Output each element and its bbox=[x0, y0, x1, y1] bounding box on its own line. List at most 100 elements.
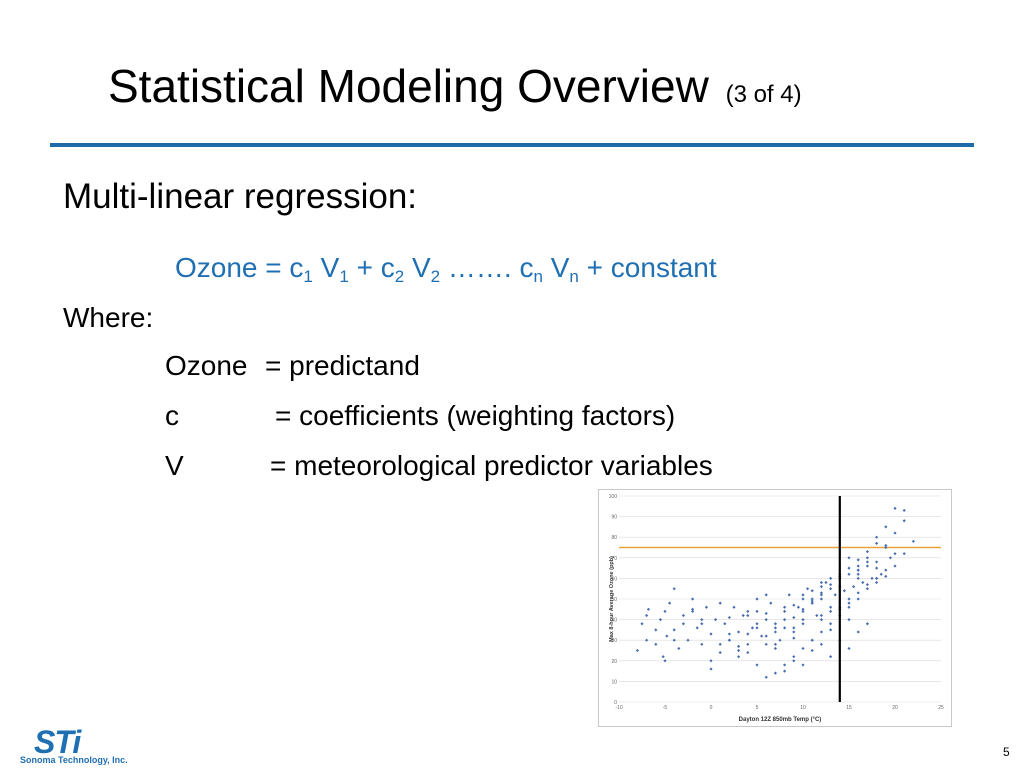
data-point bbox=[829, 628, 833, 632]
formula-sub: n bbox=[569, 267, 579, 286]
data-point bbox=[668, 601, 672, 605]
regression-formula: Ozone = c1 V1 + c2 V2 ……. cn Vn + consta… bbox=[175, 250, 717, 286]
data-point bbox=[829, 655, 833, 659]
data-point bbox=[764, 675, 768, 679]
data-point bbox=[737, 644, 741, 648]
data-point bbox=[847, 566, 851, 570]
data-point bbox=[865, 622, 869, 626]
data-point bbox=[801, 609, 805, 613]
definition-value: = predictand bbox=[265, 350, 420, 381]
data-point bbox=[700, 618, 704, 622]
title-divider bbox=[50, 143, 974, 147]
data-point bbox=[902, 508, 906, 513]
data-point bbox=[755, 622, 759, 626]
data-point bbox=[773, 646, 777, 651]
data-point bbox=[783, 669, 787, 673]
section-heading: Multi-linear regression: bbox=[63, 177, 418, 216]
data-point bbox=[865, 556, 869, 560]
x-tick-label: -5 bbox=[663, 705, 668, 711]
data-point bbox=[783, 626, 787, 630]
data-point bbox=[847, 646, 851, 651]
data-point bbox=[654, 642, 658, 646]
data-point bbox=[732, 605, 736, 609]
data-point bbox=[847, 572, 851, 576]
data-point bbox=[635, 648, 639, 653]
data-point bbox=[709, 667, 713, 671]
definition-term: Ozone bbox=[165, 350, 248, 381]
page-number: 5 bbox=[1003, 745, 1010, 759]
x-tick-label: 20 bbox=[892, 705, 898, 711]
data-point bbox=[875, 541, 879, 545]
data-point bbox=[709, 632, 713, 636]
formula-sub: 1 bbox=[303, 267, 313, 286]
scatter-chart: 0 10 20 30 40 50 60 70 80 90 100 -10 -5 0 5 10 15 20 25 Day… bbox=[598, 489, 952, 727]
data-point bbox=[773, 671, 777, 675]
formula-suffix: + constant bbox=[586, 252, 717, 283]
data-point bbox=[792, 626, 796, 630]
data-point bbox=[911, 539, 915, 543]
x-tick-label: 15 bbox=[846, 705, 852, 711]
slide-title: Statistical Modeling Overview (3 of 4) bbox=[108, 58, 802, 123]
data-point bbox=[773, 630, 777, 634]
formula-c1: c bbox=[289, 252, 304, 283]
data-point bbox=[861, 580, 865, 585]
data-point bbox=[801, 618, 805, 622]
data-point bbox=[819, 630, 823, 634]
data-point bbox=[801, 622, 805, 626]
formula-sub: 2 bbox=[430, 267, 441, 286]
data-point bbox=[819, 642, 823, 646]
formula-v1: V bbox=[320, 252, 340, 283]
data-point bbox=[773, 642, 777, 646]
data-point bbox=[801, 663, 805, 667]
data-point bbox=[806, 587, 810, 591]
data-point bbox=[902, 519, 906, 523]
data-point bbox=[663, 659, 667, 663]
title-subtitle: (3 of 4) bbox=[725, 81, 802, 108]
data-point bbox=[672, 587, 676, 591]
definition-v: V = meteorological predictor variables bbox=[165, 448, 825, 484]
y-axis-label: Max 8-hour Average Ozone (ppb) bbox=[609, 556, 615, 642]
data-point bbox=[819, 585, 823, 589]
data-point bbox=[737, 648, 741, 653]
data-point bbox=[691, 597, 695, 601]
data-point bbox=[672, 638, 676, 642]
data-point bbox=[755, 597, 759, 601]
data-point bbox=[810, 589, 814, 593]
data-point bbox=[810, 638, 814, 642]
data-point bbox=[764, 642, 768, 646]
data-point bbox=[700, 642, 704, 646]
data-point bbox=[865, 560, 869, 564]
data-point bbox=[810, 648, 814, 653]
data-point bbox=[902, 552, 906, 556]
definition-term: c bbox=[165, 400, 179, 431]
data-point bbox=[865, 550, 869, 554]
data-point bbox=[783, 663, 787, 667]
data-point bbox=[893, 506, 897, 510]
data-point bbox=[665, 634, 669, 638]
data-point bbox=[819, 613, 823, 618]
data-point bbox=[677, 646, 681, 651]
data-point bbox=[760, 634, 764, 638]
data-point bbox=[829, 609, 833, 613]
data-point bbox=[833, 593, 837, 597]
data-point bbox=[792, 655, 796, 659]
data-point bbox=[746, 609, 750, 613]
data-point bbox=[769, 601, 773, 605]
x-tick-label: -10 bbox=[615, 705, 622, 711]
x-tick-label: 25 bbox=[938, 705, 944, 711]
data-point bbox=[727, 638, 731, 642]
data-point bbox=[893, 552, 897, 556]
data-point bbox=[847, 597, 851, 601]
data-point bbox=[893, 531, 897, 535]
data-point bbox=[746, 613, 750, 618]
data-point bbox=[746, 632, 750, 636]
company-logo: STi Sonoma Technology, Inc. bbox=[20, 726, 130, 766]
data-point bbox=[875, 560, 879, 564]
data-point bbox=[856, 558, 860, 562]
formula-c2: c bbox=[380, 252, 395, 283]
y-tick-label: 10 bbox=[611, 679, 617, 685]
data-point bbox=[654, 628, 658, 632]
data-point bbox=[755, 663, 759, 667]
data-point bbox=[792, 603, 796, 607]
data-point bbox=[875, 576, 879, 580]
